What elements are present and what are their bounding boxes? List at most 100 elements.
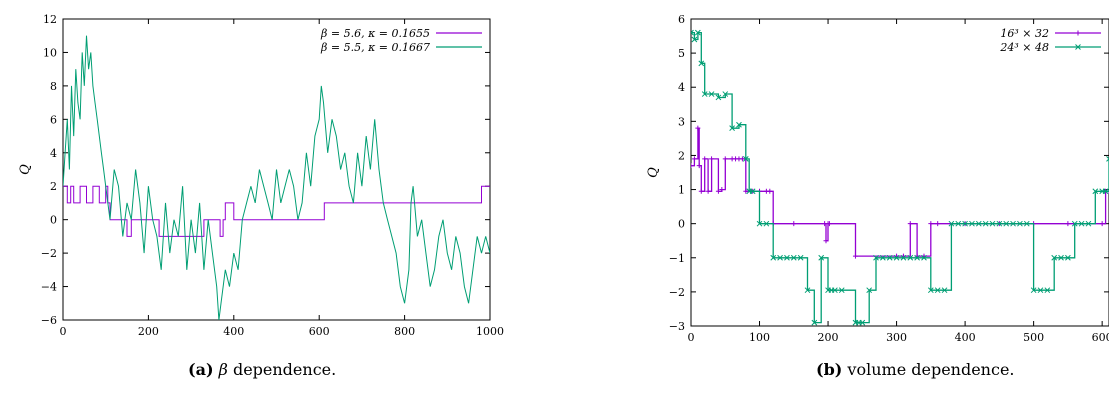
data-point [777, 254, 783, 261]
data-point [790, 254, 797, 261]
data-point [797, 254, 804, 261]
data-point [749, 188, 756, 195]
y-tick-label: 0 [678, 218, 685, 231]
data-point [1071, 220, 1078, 227]
data-point [1078, 220, 1085, 227]
data-point [927, 287, 934, 294]
data-point [736, 121, 742, 128]
x-tick-label: 300 [886, 331, 907, 344]
data-point [696, 163, 702, 169]
legend-marker [1075, 30, 1081, 36]
data-point [791, 221, 797, 227]
x-tick-label: 200 [818, 331, 839, 344]
data-point [1099, 221, 1105, 227]
y-tick-label: 0 [50, 214, 57, 227]
plot-frame [690, 18, 1109, 327]
caption-b-text: volume dependence. [847, 360, 1015, 379]
data-point [722, 156, 728, 162]
x-tick-label: 400 [223, 325, 244, 338]
legend-label: 24³ × 48 [999, 41, 1049, 54]
y-tick-label: −3 [669, 320, 685, 333]
data-point [823, 238, 829, 244]
y-tick-label: 12 [43, 13, 57, 26]
x-tick-label: 800 [394, 325, 415, 338]
legend-marker [1075, 44, 1081, 50]
y-tick-label: 5 [678, 47, 685, 60]
data-point [698, 188, 704, 194]
data-point [907, 221, 913, 227]
y-axis-label: Q [18, 164, 33, 175]
caption-a-symbol: β [218, 360, 228, 379]
data-point [955, 220, 962, 227]
y-tick-label: 10 [43, 46, 57, 59]
data-point [1017, 220, 1023, 227]
series-1 [63, 35, 490, 320]
data-point [715, 94, 722, 101]
caption-b-label: (b) [816, 360, 843, 379]
y-tick-label: −2 [41, 247, 57, 260]
y-tick-label: −1 [669, 252, 685, 265]
y-tick-label: 2 [50, 180, 57, 193]
data-point [866, 287, 873, 294]
data-point [893, 254, 900, 261]
data-point [694, 29, 701, 36]
y-tick-label: 6 [50, 113, 57, 126]
x-tick-label: 600 [1092, 331, 1109, 344]
data-point [880, 254, 886, 261]
data-point [1092, 188, 1099, 195]
data-point [1085, 220, 1092, 227]
data-point [708, 91, 715, 97]
data-point [907, 254, 914, 261]
data-point [1037, 287, 1044, 294]
data-point [763, 220, 770, 227]
data-point [962, 220, 968, 227]
data-point [722, 91, 729, 97]
plot-frame [62, 18, 491, 321]
data-point [767, 188, 773, 194]
data-point [691, 36, 698, 43]
x-tick-label: 200 [138, 325, 159, 338]
data-point [826, 221, 832, 227]
data-point [818, 254, 825, 261]
data-point [996, 220, 1003, 227]
series-line [63, 35, 490, 320]
data-point [914, 254, 920, 261]
data-point [1030, 287, 1037, 294]
y-tick-label: −2 [669, 286, 685, 299]
data-point [756, 220, 763, 227]
data-point [701, 91, 708, 97]
data-point [691, 29, 694, 36]
x-tick-label: 0 [60, 325, 67, 338]
data-point [729, 125, 735, 132]
caption-a-text: dependence. [227, 360, 337, 379]
legend-label: β = 5.5, κ = 0.1667 [320, 41, 430, 54]
data-point [886, 254, 893, 261]
data-point [743, 188, 749, 194]
data-point [852, 253, 858, 259]
data-point [934, 287, 941, 294]
legend-label: β = 5.6, κ = 0.1655 [320, 27, 430, 40]
data-point [705, 188, 711, 194]
data-point [784, 254, 790, 261]
data-point [1065, 254, 1071, 261]
data-point [982, 220, 989, 227]
data-point [770, 254, 777, 261]
data-point [804, 287, 811, 294]
series-0 [691, 125, 1109, 259]
data-point [702, 156, 708, 162]
y-tick-label: 4 [50, 147, 57, 160]
data-point [1106, 156, 1109, 162]
y-axis-label: Q [646, 167, 661, 178]
data-point [873, 254, 879, 261]
data-point [742, 156, 749, 162]
x-tick-label: 100 [749, 331, 770, 344]
data-point [719, 187, 725, 193]
y-tick-label: 2 [678, 149, 685, 162]
data-point [975, 220, 982, 227]
data-point [811, 319, 818, 326]
y-tick-label: 1 [678, 184, 685, 197]
y-tick-label: 3 [678, 115, 685, 128]
caption-a-label: (a) [188, 360, 214, 379]
series-line [63, 185, 490, 237]
